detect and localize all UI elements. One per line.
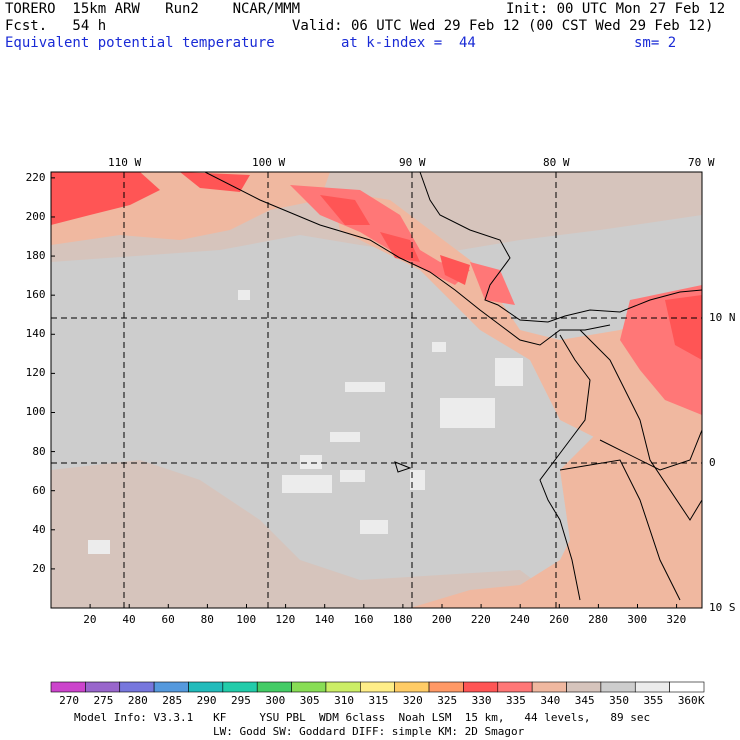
model-run-title: TORERO 15km ARW Run2 NCAR/MMM [5, 1, 301, 17]
y-tick-label: 160 [25, 288, 46, 302]
y-tick-label: 120 [25, 366, 46, 380]
colorbar-label: 280 [127, 694, 148, 707]
colorbar-swatch [188, 681, 224, 693]
y-tick-label: 200 [25, 209, 46, 223]
y-tick-label: 220 [25, 170, 46, 184]
x-tick-label: 260 [549, 613, 569, 626]
x-tick-label: 100 [236, 613, 257, 626]
x-tick-label: 160 [353, 613, 374, 626]
colorbar-unit: K [698, 694, 705, 707]
lon-label-100w: 100 W [252, 156, 286, 169]
x-tick-label: 320 [666, 613, 687, 626]
lon-label-110w: 110 W [108, 156, 142, 169]
lon-label-70w: 70 W [688, 156, 715, 169]
colorbar-swatch [634, 681, 670, 693]
y-tick-label: 60 [32, 483, 46, 497]
level-index: at k-index = 44 [341, 35, 476, 51]
smoothing: sm= 2 [634, 35, 677, 51]
colorbar-swatch [600, 681, 636, 693]
x-tick-label: 60 [161, 613, 175, 626]
x-tick-label: 80 [200, 613, 214, 626]
x-tick-label: 180 [392, 613, 413, 626]
colorbar-label: 335 [505, 694, 526, 707]
colorbar-label: 355 [643, 694, 664, 707]
lat-label-10n: 10 N [709, 311, 736, 324]
colorbar-swatch [325, 681, 361, 693]
x-ticks [89, 604, 678, 608]
colorbar-label: 270 [59, 694, 80, 707]
colorbar-swatch [463, 681, 499, 693]
colorbar-label: 340 [540, 694, 561, 707]
x-tick-label: 300 [627, 613, 648, 626]
colorbar-label: 325 [437, 694, 458, 707]
colorbar-label: 330 [471, 694, 492, 707]
colorbar-label: 345 [574, 694, 595, 707]
colorbar-label: 360 [677, 694, 698, 707]
field-name: Equivalent potential temperature [5, 35, 275, 51]
x-tick-label: 20 [83, 613, 97, 626]
colorbar-swatch [566, 681, 602, 693]
y-tick-label: 100 [25, 405, 46, 419]
valid-time: Valid: 06 UTC Wed 29 Feb 12 (00 CST Wed … [292, 18, 714, 34]
y-tick-label: 180 [25, 249, 46, 263]
colorbar-swatch [669, 681, 705, 693]
x-tick-label: 220 [470, 613, 491, 626]
x-tick-label: 280 [588, 613, 609, 626]
colorbar-label: 290 [196, 694, 217, 707]
init-time: Init: 00 UTC Mon 27 Feb 12 [506, 1, 726, 17]
model-info: Model Info: V3.3.1 KF YSU PBL WDM 6class… [74, 711, 651, 724]
map-frame [50, 171, 703, 609]
x-tick-label: 200 [431, 613, 452, 626]
colorbar-swatch [497, 681, 533, 693]
colorbar-swatch [428, 681, 464, 693]
x-tick-label: 120 [275, 613, 296, 626]
colorbar-label: 300 [265, 694, 286, 707]
colorbar-swatch [256, 681, 292, 693]
colorbar-swatch [291, 681, 327, 693]
colorbar-label: 320 [402, 694, 423, 707]
colorbar-label: 275 [93, 694, 114, 707]
lat-label-10s: 10 S [709, 601, 736, 614]
lon-label-80w: 80 W [543, 156, 570, 169]
colorbar-swatch [50, 681, 86, 693]
colorbar-swatch [153, 681, 189, 693]
colorbar-swatch [394, 681, 430, 693]
y-tick-label: 20 [32, 561, 46, 575]
shaded-field [51, 172, 702, 608]
x-tick-label: 40 [122, 613, 136, 626]
y-tick-label: 140 [25, 327, 46, 341]
colorbar-label: 350 [609, 694, 629, 707]
coastlines [204, 172, 702, 601]
colorbar-label: 315 [368, 694, 389, 707]
y-tick-label: 40 [32, 522, 46, 536]
colorbar-swatch [531, 681, 567, 693]
lat-label-0: 0 [709, 456, 716, 469]
colorbar-swatch [222, 681, 258, 693]
colorbar-label: 295 [231, 694, 251, 707]
y-tick-label: 80 [32, 444, 46, 458]
colorbar-label: 310 [334, 694, 354, 707]
graticule [51, 172, 702, 608]
lon-label-90w: 90 W [399, 156, 426, 169]
physics-info: LW: Godd SW: Goddard DIFF: simple KM: 2D… [213, 725, 525, 738]
colorbar-label: 285 [162, 694, 183, 707]
x-tick-label: 140 [314, 613, 335, 626]
colorbar-swatch [360, 681, 395, 693]
forecast-hour: Fcst. 54 h [5, 18, 107, 34]
colorbar-swatch [85, 681, 121, 693]
colorbar-label: 305 [299, 694, 320, 707]
colorbar-swatch [119, 681, 155, 693]
y-ticks [51, 177, 55, 570]
x-tick-label: 240 [509, 613, 530, 626]
